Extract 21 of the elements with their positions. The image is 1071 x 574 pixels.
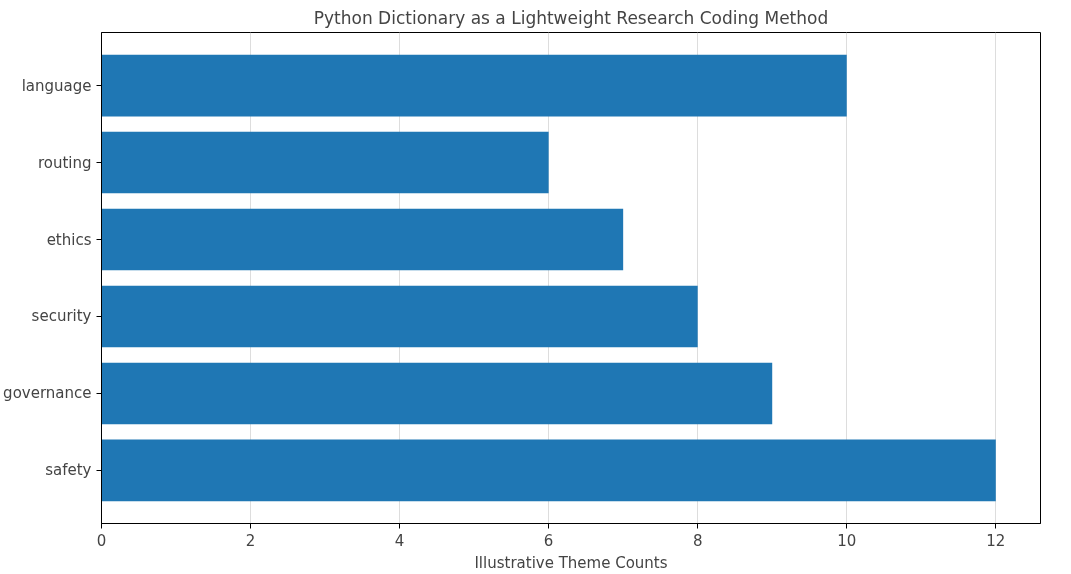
x-tick-label: 2 [245, 531, 256, 550]
bar [101, 439, 996, 502]
bar [101, 285, 698, 348]
bar [101, 362, 773, 425]
x-tick-label: 6 [543, 531, 554, 550]
y-tick-label: governance [3, 384, 92, 403]
y-tick-label: ethics [46, 230, 92, 249]
y-tick-label: security [31, 307, 92, 326]
bar [101, 54, 847, 117]
x-axis-title: Illustrative Theme Counts [474, 553, 668, 572]
x-tick-label: 8 [692, 531, 703, 550]
bar [101, 131, 549, 194]
y-tick-label: language [21, 76, 92, 95]
chart-title: Python Dictionary as a Lightweight Research Coding Method [313, 7, 829, 28]
x-tick-label: 0 [96, 531, 107, 550]
y-tick-label: safety [45, 461, 92, 480]
x-tick-label: 12 [986, 531, 1006, 550]
x-tick-label: 4 [394, 531, 405, 550]
y-tick-label: routing [37, 153, 92, 172]
x-tick-label: 10 [837, 531, 857, 550]
bar [101, 208, 624, 271]
